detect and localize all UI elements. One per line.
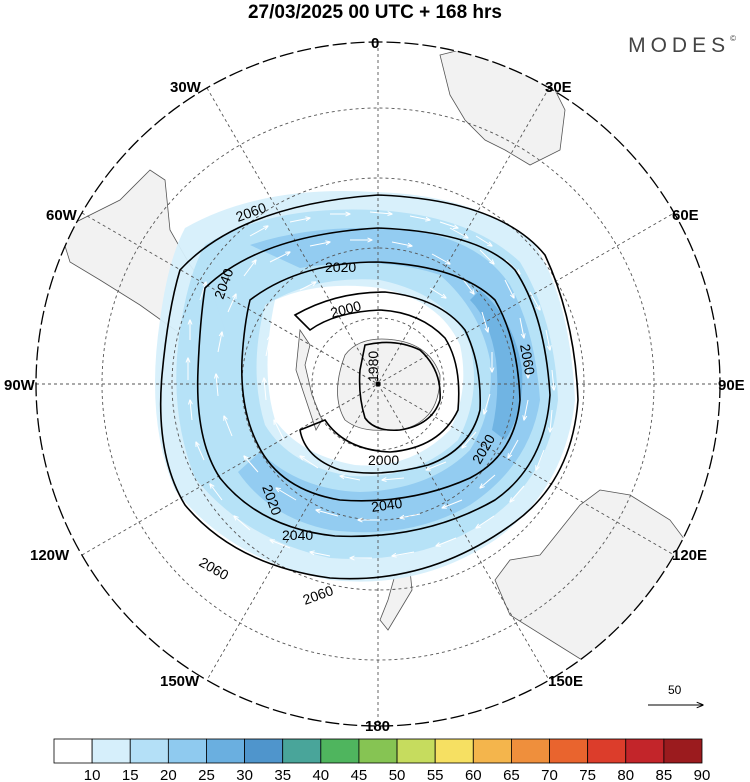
longitude-labels: 0 30E 60E 90E 120E 150E 180 150W 120W 90… <box>4 35 745 735</box>
antarctic-peninsula <box>295 328 323 431</box>
reference-vector-value: 50 <box>668 683 682 697</box>
colorbar-swatch <box>167 738 207 764</box>
colorbar-tick-label: 15 <box>122 767 139 782</box>
lon-label-150w: 150W <box>160 673 200 690</box>
lon-label-0: 0 <box>371 35 379 52</box>
colorbar: 10 15 20 25 30 35 40 45 50 55 60 65 70 75 80 85 90 <box>53 738 711 782</box>
map-title: 27/03/2025 00 UTC + 168 hrs <box>247 2 503 23</box>
contour-label: 2060 <box>517 343 538 377</box>
colorbar-swatch <box>625 738 665 764</box>
map-boundary <box>35 41 721 727</box>
colorbar-swatch <box>587 738 627 764</box>
contour-label: 1980 <box>365 351 381 382</box>
lon-label-60e: 60E <box>672 207 699 224</box>
colorbar-tick-label: 65 <box>503 767 520 782</box>
colorbar-tick-label: 35 <box>274 767 291 782</box>
brand-name: MODES <box>628 34 731 57</box>
colorbar-tick-label: 25 <box>198 767 215 782</box>
colorbar-swatch <box>282 738 322 764</box>
colorbar-tick-label: 60 <box>465 767 482 782</box>
colorbar-tick-label: 45 <box>351 767 368 782</box>
contour-1980 <box>358 341 441 432</box>
height-contours <box>159 194 579 580</box>
lon-label-90e: 90E <box>718 377 745 394</box>
contour-label: 2000 <box>329 297 363 321</box>
colorbar-tick-label: 55 <box>427 767 444 782</box>
wind-vectors <box>188 212 554 558</box>
brand-mark: © <box>730 34 736 43</box>
contour-2040 <box>196 227 551 538</box>
colorbar-swatch <box>91 738 131 764</box>
contour-label: 2020 <box>325 259 356 275</box>
contour-2020 <box>241 261 521 502</box>
colorbar-swatch <box>549 738 589 764</box>
colorbar-tick-label: 75 <box>579 767 596 782</box>
colorbar-swatch <box>663 738 703 764</box>
colorbar-swatch <box>472 738 512 764</box>
antarctica <box>337 338 441 431</box>
lon-label-30w: 30W <box>170 79 202 96</box>
colorbar-tick-label: 40 <box>312 767 329 782</box>
contour-label: 2000 <box>368 452 399 468</box>
colorbar-swatch <box>206 738 245 764</box>
lon-label-90w: 90W <box>4 377 36 394</box>
lon-label-120w: 120W <box>30 547 70 564</box>
colorbar-swatch <box>244 738 284 764</box>
south-pole <box>375 381 381 387</box>
contour-label: 2040 <box>370 495 403 515</box>
colorbar-swatch <box>396 738 436 764</box>
colorbar-swatch <box>320 738 360 764</box>
colorbar-tick-label: 20 <box>160 767 177 782</box>
colorbar-swatch <box>434 738 474 764</box>
colorbar-tick-label: 30 <box>236 767 253 782</box>
contour-2060 <box>159 194 579 580</box>
colorbar-tick-label: 70 <box>541 767 558 782</box>
colorbar-swatch <box>129 738 169 764</box>
shade-25 <box>238 227 540 533</box>
lon-label-120e: 120E <box>672 547 707 564</box>
shade-30 <box>470 290 523 440</box>
colorbar-swatch <box>511 738 550 764</box>
lon-label-30e: 30E <box>545 79 572 96</box>
colorbar-swatch <box>53 738 93 764</box>
contour-label: 2040 <box>282 527 313 543</box>
map-disc <box>36 42 720 726</box>
lon-label-60w: 60W <box>46 207 78 224</box>
colorbar-tick-label: 80 <box>617 767 634 782</box>
lon-label-150e: 150E <box>548 673 583 690</box>
colorbar-tick-label: 50 <box>389 767 406 782</box>
colorbar-tick-label: 85 <box>656 767 673 782</box>
colorbar-tick-label: 10 <box>84 767 101 782</box>
lon-label-180: 180 <box>365 718 390 735</box>
brand-logo: MODES© <box>628 34 736 58</box>
colorbar-tick-label: 90 <box>694 767 711 782</box>
colorbar-swatch <box>358 738 398 764</box>
contour-2000 <box>293 291 482 474</box>
reference-vector: 50 <box>648 683 703 705</box>
